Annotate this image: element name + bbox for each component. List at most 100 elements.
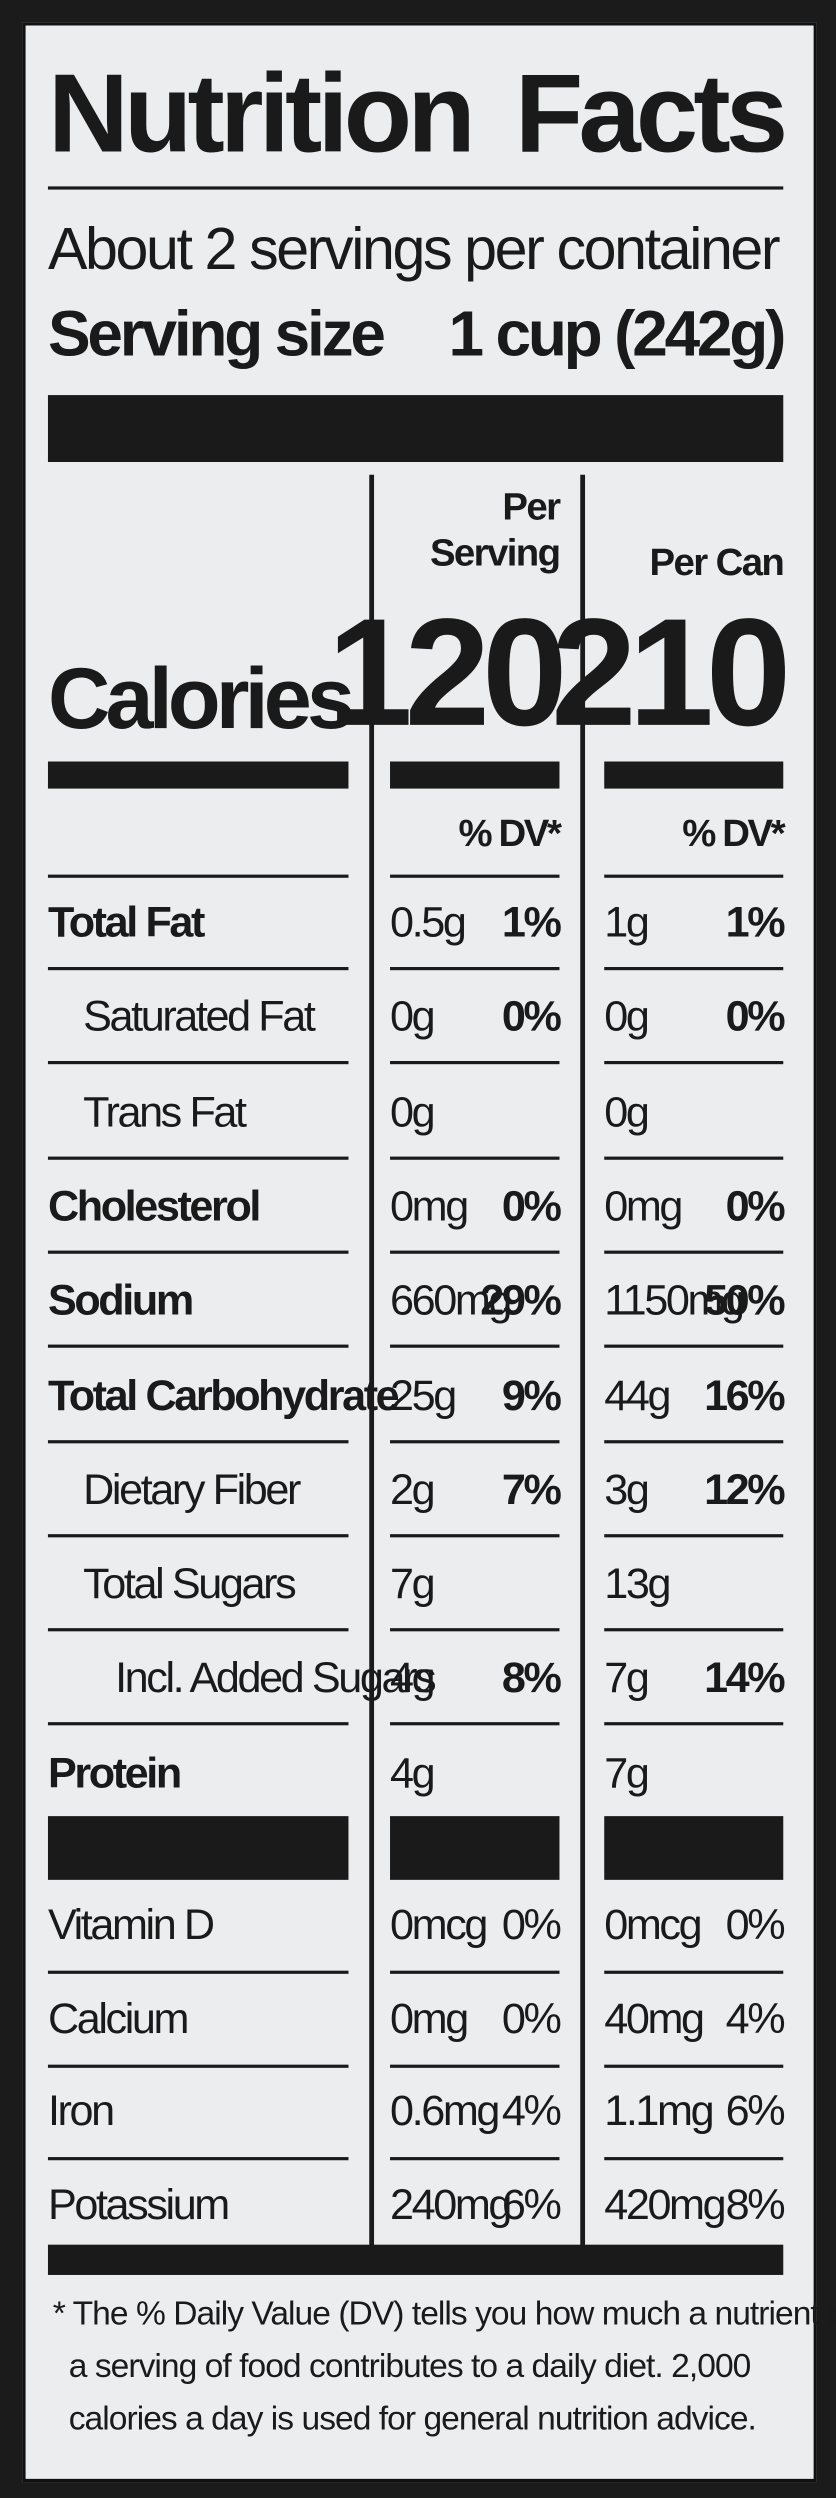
amount: 0mg <box>390 1993 469 2042</box>
amount: 13g <box>604 1559 671 1608</box>
rule <box>47 186 784 190</box>
rule <box>47 1722 349 1726</box>
rule <box>390 761 560 789</box>
nutrient-name: Saturated Fat <box>83 992 316 1041</box>
nutrient-name: Dietary Fiber <box>83 1465 301 1514</box>
rule <box>604 874 784 878</box>
rule <box>390 1250 560 1254</box>
daily-value: 0% <box>725 1181 786 1230</box>
nutrient-name: Protein <box>47 1748 182 1797</box>
daily-value: 7% <box>501 1465 562 1514</box>
rule <box>390 1970 560 1974</box>
rule <box>604 1439 784 1443</box>
rule <box>604 1970 784 1974</box>
rule <box>47 761 349 789</box>
title: Nutrition Facts <box>47 50 788 176</box>
rule <box>47 1970 349 1974</box>
rule <box>604 1250 784 1254</box>
vitamin-name: Iron <box>47 2086 115 2135</box>
rule <box>390 2063 560 2068</box>
rule <box>604 1344 784 1349</box>
amount: 7g <box>604 1748 650 1797</box>
daily-value: 8% <box>725 2180 786 2228</box>
rule <box>47 1628 349 1632</box>
amount: 0mg <box>604 1181 683 1230</box>
rule <box>47 967 349 971</box>
daily-value: 4% <box>725 1993 786 2042</box>
amount: 25g <box>390 1370 457 1419</box>
amount: 0mg <box>390 1181 469 1230</box>
rule <box>390 1628 560 1632</box>
amount: 4g <box>390 1654 436 1703</box>
amount: 1150mg <box>604 1276 745 1325</box>
vitamin-name: Calcium <box>47 1993 190 2042</box>
rule <box>47 1439 349 1443</box>
daily-value: 0% <box>725 992 786 1041</box>
rule <box>390 1439 560 1443</box>
footnote: * The % Daily Value (DV) tells you how m… <box>52 2295 836 2333</box>
amount: 0g <box>604 1087 650 1136</box>
rule <box>604 1061 784 1065</box>
daily-value: 6% <box>501 2180 562 2228</box>
amount: 40mg <box>604 1993 705 2042</box>
rule <box>390 1061 560 1065</box>
rule <box>47 1155 349 1160</box>
daily-value: 9% <box>501 1370 562 1419</box>
daily-value: 0% <box>725 1900 786 1949</box>
amount: 4g <box>390 1748 436 1797</box>
nutrient-name: Total Carbohydrate <box>47 1370 400 1419</box>
vitamin-name: Potassium <box>47 2180 230 2228</box>
rule <box>604 2157 784 2161</box>
dv-header: % DV* <box>682 812 785 856</box>
rule <box>604 761 784 789</box>
footnote: calories a day is used for general nutri… <box>68 2400 757 2438</box>
rule <box>47 1061 349 1065</box>
serving-size-label: Serving size <box>47 299 386 370</box>
calories-label: Calories <box>47 651 355 748</box>
rule <box>369 474 375 2247</box>
amount: 0g <box>604 992 650 1041</box>
rule <box>604 1155 784 1160</box>
amount: 1.1mg <box>604 2086 714 2135</box>
rule <box>390 1155 560 1160</box>
daily-value: 1% <box>501 898 562 947</box>
rule <box>47 874 349 878</box>
rule <box>604 1816 784 1880</box>
amount: 240mg <box>390 2180 512 2228</box>
daily-value: 29% <box>480 1276 562 1325</box>
rule <box>47 2157 349 2161</box>
daily-value: 50% <box>704 1276 786 1325</box>
daily-value: 12% <box>704 1465 786 1514</box>
nutrient-name: Trans Fat <box>83 1087 247 1136</box>
rule <box>604 967 784 971</box>
amount: 0g <box>390 1087 436 1136</box>
rule <box>390 874 560 878</box>
amount: 7g <box>604 1654 650 1703</box>
rule <box>580 474 586 2247</box>
rule <box>390 1816 560 1880</box>
amount: 2g <box>390 1465 436 1514</box>
amount: 7g <box>390 1559 436 1608</box>
column-header: Per Can <box>649 541 784 585</box>
amount: 1g <box>604 898 650 947</box>
column-header: Per Serving <box>429 485 561 575</box>
rule <box>47 1816 349 1880</box>
daily-value: 0% <box>501 1900 562 1949</box>
daily-value: 0% <box>501 1993 562 2042</box>
rule <box>604 1722 784 1726</box>
rule <box>604 1628 784 1632</box>
amount: 3g <box>604 1465 650 1514</box>
amount: 0g <box>390 992 436 1041</box>
rule <box>604 2063 784 2068</box>
calories-value: 120 <box>327 587 567 759</box>
rule <box>47 2244 784 2275</box>
daily-value: 1% <box>725 898 786 947</box>
amount: 0.6mg <box>390 2086 500 2135</box>
daily-value: 0% <box>501 992 562 1041</box>
nutrient-name: Cholesterol <box>47 1181 261 1230</box>
nutrient-name: Total Sugars <box>83 1559 297 1608</box>
daily-value: 16% <box>704 1370 786 1419</box>
daily-value: 14% <box>704 1654 786 1703</box>
daily-value: 8% <box>501 1654 562 1703</box>
